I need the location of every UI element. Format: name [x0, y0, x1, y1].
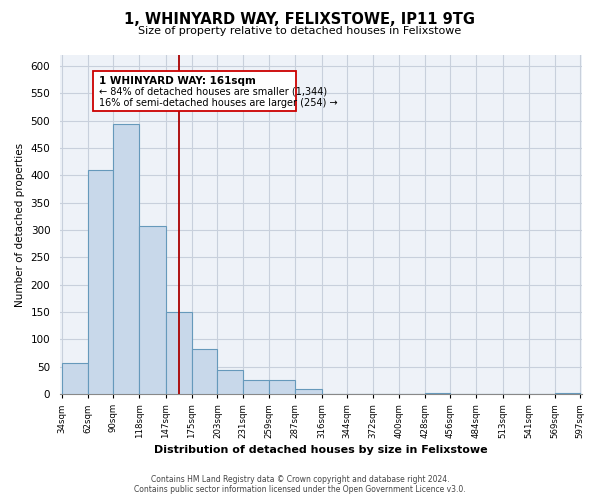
Bar: [113, 124, 139, 394]
Text: ← 84% of detached houses are smaller (1,344): ← 84% of detached houses are smaller (1,…: [99, 86, 327, 97]
Text: 1 WHINYARD WAY: 161sqm: 1 WHINYARD WAY: 161sqm: [99, 76, 256, 86]
Bar: [93, 72, 296, 111]
Bar: [139, 226, 166, 394]
Bar: [554, 393, 580, 394]
Text: 1, WHINYARD WAY, FELIXSTOWE, IP11 9TG: 1, WHINYARD WAY, FELIXSTOWE, IP11 9TG: [125, 12, 476, 28]
X-axis label: Distribution of detached houses by size in Felixstowe: Distribution of detached houses by size …: [154, 445, 488, 455]
Y-axis label: Number of detached properties: Number of detached properties: [15, 142, 25, 306]
Text: Size of property relative to detached houses in Felixstowe: Size of property relative to detached ho…: [139, 26, 461, 36]
Bar: [217, 370, 243, 394]
Bar: [243, 380, 269, 394]
Bar: [269, 380, 295, 394]
Bar: [425, 393, 451, 394]
Bar: [192, 350, 217, 394]
Bar: [166, 312, 192, 394]
Bar: [88, 170, 113, 394]
Text: 16% of semi-detached houses are larger (254) →: 16% of semi-detached houses are larger (…: [99, 98, 337, 108]
Text: Contains HM Land Registry data © Crown copyright and database right 2024.
Contai: Contains HM Land Registry data © Crown c…: [134, 474, 466, 494]
Bar: [62, 363, 88, 394]
Bar: [295, 388, 322, 394]
